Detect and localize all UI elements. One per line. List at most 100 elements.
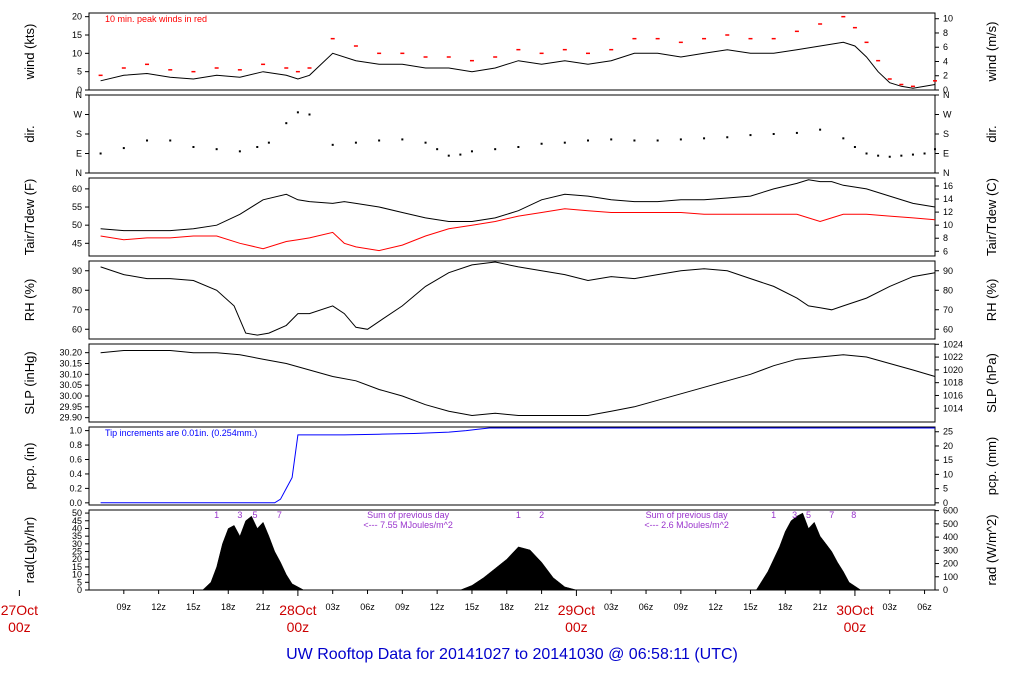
dir-point [470, 150, 473, 153]
wind-annotation: 10 min. peak winds in red [105, 14, 207, 24]
wind-ytick-label: 15 [72, 30, 82, 40]
pcp-ytick-right-label: 10 [943, 469, 953, 479]
x-tick-label: 12z [430, 602, 445, 612]
pcp-ytick-right-label: 5 [943, 484, 948, 494]
pcp-ytick-label: 0.2 [69, 483, 82, 493]
rad-marker: 7 [277, 510, 282, 520]
dir-ytick-right-label: W [943, 110, 952, 120]
rh-ytick-label: 90 [72, 266, 82, 276]
rad-marker: 3 [792, 510, 797, 520]
dir-point [610, 138, 613, 141]
slp-ytick-label: 30.00 [59, 391, 82, 401]
rad-ytick-right-label: 600 [943, 506, 958, 516]
wind-ytick-right-label: 10 [943, 14, 953, 24]
chart-title: UW Rooftop Data for 20141027 to 20141030… [286, 646, 738, 663]
rad-ytick-right-label: 500 [943, 519, 958, 529]
dir-point [911, 153, 914, 156]
x-tick-label: 21z [534, 602, 549, 612]
rad-marker: 3 [237, 510, 242, 520]
rad-ytick-right-label: 300 [943, 545, 958, 555]
x-tick-label: 03z [882, 602, 897, 612]
rad-sum-note: <--- 7.55 MJoules/m^2 [363, 520, 453, 530]
pcp-ytick-right-label: 15 [943, 455, 953, 465]
rad-sum-note: Sum of previous day [646, 510, 729, 520]
x-tick-label: 06z [917, 602, 932, 612]
dir-point [772, 133, 775, 135]
x-tick-label: 21z [813, 602, 828, 612]
temp-series-tdew [100, 208, 936, 252]
rad-marker: 8 [851, 510, 856, 520]
rad-ytick-label: 0 [77, 585, 82, 595]
x-tick-label: 06z [360, 602, 375, 612]
dir-point [267, 141, 270, 144]
rad-ytick-right-label: 200 [943, 559, 958, 569]
wind-ytick-label: 0 [77, 85, 82, 95]
rad-ytick-label: 45 [72, 516, 82, 526]
dir-ytick-right-label: N [943, 90, 950, 100]
dir-point [923, 152, 926, 155]
temp-ylabel: Tair/Tdew (F) [22, 179, 37, 256]
wind-series-wind [100, 41, 936, 89]
rh-ylabel: RH (%) [22, 279, 37, 322]
pcp-ylabel: pcp. (in) [22, 443, 37, 490]
dir-ylabel-right: dir. [984, 125, 999, 142]
dir-point [354, 141, 357, 144]
slp-ylabel: SLP (inHg) [22, 351, 37, 414]
temp-ytick-label: 60 [72, 184, 82, 194]
rad-sum-note: Sum of previous day [367, 510, 450, 520]
temp-ytick-right-label: 14 [943, 194, 953, 204]
rad-sum-note: <--- 2.6 MJoules/m^2 [644, 520, 729, 530]
dir-ytick-label: W [74, 110, 83, 120]
rh-frame [88, 260, 936, 340]
dir-point [517, 146, 520, 148]
x-day-label: 28Oct [279, 602, 316, 618]
dir-ytick-right-label: N [943, 168, 950, 178]
dir-point [900, 154, 903, 157]
rad-ytick-label: 40 [72, 523, 82, 533]
dir-ytick-right-label: S [943, 129, 949, 139]
temp-ytick-label: 50 [72, 220, 82, 230]
x-day-time: 00z [844, 619, 867, 635]
x-day-label: 30Oct [836, 602, 873, 618]
dir-point [865, 152, 868, 155]
x-day-time: 00z [565, 619, 588, 635]
rad-ytick-label: 50 [72, 508, 82, 518]
slp-ytick-right-label: 1016 [943, 390, 963, 400]
rad-ytick-label: 25 [72, 547, 82, 557]
dir-point [285, 122, 288, 125]
rad-ytick-label: 35 [72, 531, 82, 541]
dir-point [308, 113, 311, 116]
temp-series-tair [100, 179, 936, 232]
dir-point [934, 148, 936, 151]
temp-ytick-label: 45 [72, 238, 82, 248]
temp-ylabel-right: Tair/Tdew (C) [984, 178, 999, 256]
dir-point [819, 128, 822, 131]
x-day-label: 27Oct [1, 602, 38, 618]
rad-marker: 5 [806, 510, 811, 520]
dir-ytick-right-label: E [943, 149, 949, 159]
rad-ytick-right-label: 400 [943, 532, 958, 542]
slp-series [100, 350, 936, 417]
rh-ytick-label: 60 [72, 324, 82, 334]
x-tick-label: 09z [117, 602, 132, 612]
x-day-time: 00z [287, 619, 310, 635]
rad-ytick-label: 20 [72, 554, 82, 564]
wind-ytick-right-label: 2 [943, 71, 948, 81]
dir-point [401, 138, 404, 141]
x-tick-label: 09z [674, 602, 689, 612]
slp-ytick-label: 30.15 [59, 359, 82, 369]
x-tick-label: 18z [778, 602, 793, 612]
rad-ytick-label: 30 [72, 539, 82, 549]
dir-point [146, 139, 149, 142]
rad-ylabel-right: rad (W/m^2) [984, 514, 999, 585]
slp-ytick-label: 30.05 [59, 380, 82, 390]
dir-point [192, 146, 195, 148]
dir-point [122, 147, 125, 150]
dir-point [888, 155, 891, 158]
slp-ytick-right-label: 1018 [943, 378, 963, 388]
rad-area [202, 512, 862, 591]
rad-marker: 2 [539, 510, 544, 520]
rh-series [100, 261, 936, 336]
rh-ytick-right-label: 90 [943, 266, 953, 276]
dir-point [378, 139, 381, 142]
